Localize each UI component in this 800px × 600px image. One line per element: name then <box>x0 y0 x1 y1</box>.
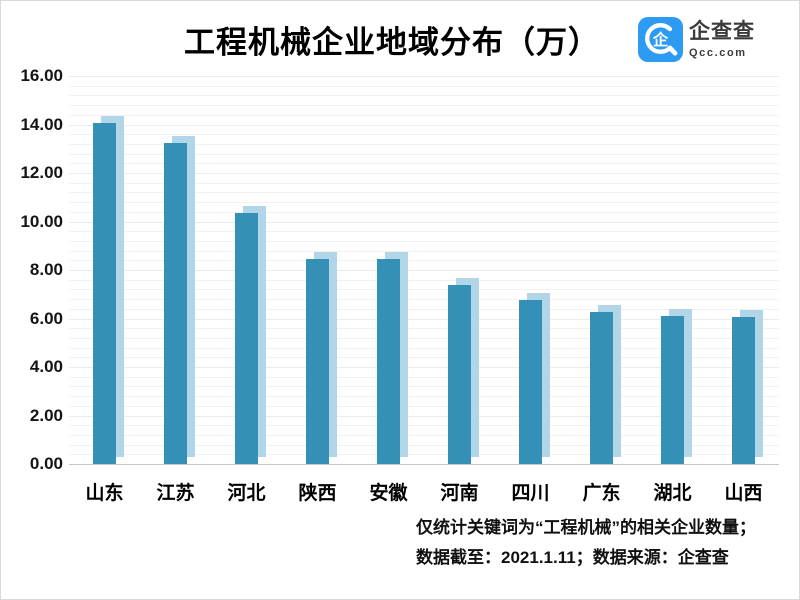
qcc-glyph-text: 企 <box>652 31 669 49</box>
x-axis-baseline <box>69 464 779 465</box>
x-tick-label-山西: 山西 <box>724 483 763 504</box>
gridline <box>69 124 779 126</box>
x-tick-label-陕西: 陕西 <box>298 483 337 504</box>
gridline <box>69 211 779 213</box>
footnote-line-1: 仅统计关键词为“工程机械”的相关企业数量； <box>416 518 756 537</box>
gridline <box>69 376 779 378</box>
gridline <box>69 231 779 233</box>
gridline <box>69 192 779 194</box>
bar-河南 <box>448 284 471 464</box>
gridline <box>69 405 779 407</box>
x-tick-label-江苏: 江苏 <box>156 483 195 504</box>
bar-湖北 <box>661 316 684 464</box>
gridline <box>69 396 779 398</box>
bar-安徽 <box>377 259 400 464</box>
chart-title: 工程机械企业地域分布（万） <box>184 25 600 60</box>
gridline <box>69 415 779 417</box>
gridline <box>69 367 779 368</box>
gridline <box>69 318 779 320</box>
gridline <box>69 434 779 436</box>
gridline <box>69 240 779 242</box>
qcc-brand-domain: Qcc.com <box>689 47 747 59</box>
gridline <box>69 95 779 97</box>
x-tick-label-四川: 四川 <box>511 483 550 504</box>
gridline <box>69 76 779 77</box>
gridline <box>69 386 779 388</box>
x-tick-label-广东: 广东 <box>582 483 621 504</box>
y-tick-label: 14.00 <box>20 114 63 134</box>
gridline <box>69 357 779 359</box>
x-tick-label-山东: 山东 <box>85 483 124 504</box>
qcc-logo-text: 企查查 Qcc.com <box>689 17 755 59</box>
x-tick-label-湖北: 湖北 <box>653 483 692 504</box>
y-tick-label: 2.00 <box>29 405 63 425</box>
bar-山东 <box>93 123 116 464</box>
gridline <box>69 328 779 330</box>
gridline <box>69 250 779 252</box>
y-tick-label: 0.00 <box>29 454 63 473</box>
y-tick-label: 6.00 <box>29 308 63 328</box>
gridline <box>69 143 779 145</box>
bar-江苏 <box>164 142 187 464</box>
footnote-line-2: 数据截至：2021.1.11；数据来源：企查查 <box>416 548 729 567</box>
x-tick-label-安徽: 安徽 <box>369 483 408 504</box>
gridline <box>69 299 779 301</box>
gridline <box>69 260 779 262</box>
bar-广东 <box>590 312 613 464</box>
x-tick-label-河南: 河南 <box>440 483 479 504</box>
gridline <box>69 85 779 87</box>
gridline <box>69 173 779 174</box>
x-tick-label-河北: 河北 <box>227 483 266 504</box>
gridline <box>69 454 779 456</box>
gridline <box>69 289 779 291</box>
y-tick-label: 4.00 <box>29 357 63 376</box>
y-tick-label: 8.00 <box>29 260 63 279</box>
qcc-at-spiral-icon: 企 <box>645 23 678 56</box>
gridline <box>69 337 779 339</box>
gridline <box>69 153 779 155</box>
bar-山西 <box>732 316 755 464</box>
bar-陕西 <box>306 258 329 464</box>
qcc-logo-icon: 企 <box>638 17 683 62</box>
gridline <box>69 425 779 427</box>
footnote: 仅统计关键词为“工程机械”的相关企业数量； 数据截至：2021.1.11；数据来… <box>416 513 756 573</box>
bar-四川 <box>519 299 542 464</box>
gridline <box>69 347 779 349</box>
gridline <box>69 221 779 223</box>
gridline <box>69 182 779 184</box>
gridline <box>69 163 779 165</box>
gridline <box>69 114 779 116</box>
bar-河北 <box>235 212 258 464</box>
gridline <box>69 134 779 136</box>
qcc-brand-name: 企查查 <box>689 20 755 43</box>
gridline <box>69 308 779 310</box>
gridline <box>69 279 779 281</box>
gridline <box>69 270 779 271</box>
y-tick-label: 10.00 <box>20 211 63 231</box>
gridline <box>69 202 779 204</box>
qcc-logo: 企 企查查 Qcc.com <box>638 17 755 62</box>
gridline <box>69 105 779 107</box>
y-tick-label: 12.00 <box>20 163 63 182</box>
gridline <box>69 444 779 446</box>
y-tick-label: 16.00 <box>20 66 63 85</box>
